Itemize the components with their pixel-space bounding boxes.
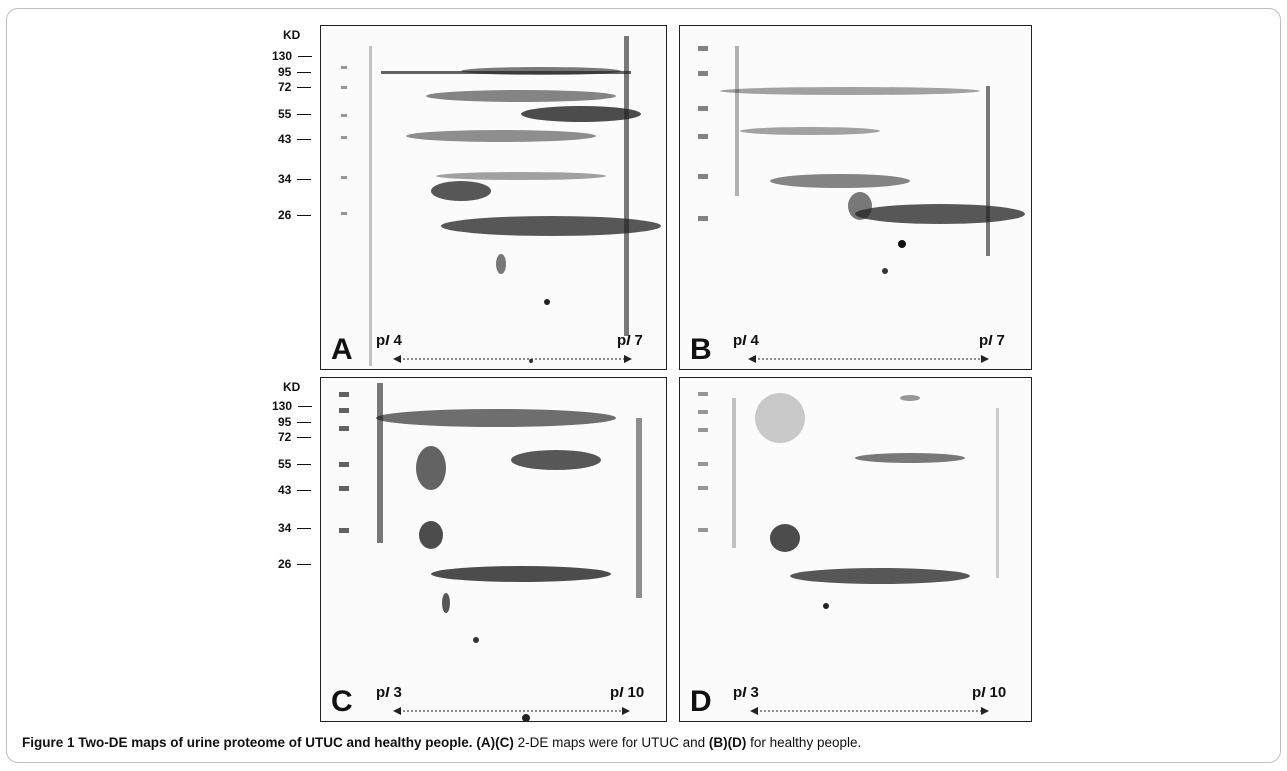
caption-label: Figure 1 bbox=[22, 735, 75, 750]
gel-panel-c: C pI 3 pI 10 bbox=[320, 377, 667, 722]
kd-tick: 26 bbox=[278, 208, 312, 222]
gel-image-a bbox=[341, 36, 661, 366]
pi-label-right: pI 7 bbox=[979, 332, 1005, 349]
kd-tick: 55 bbox=[278, 457, 312, 471]
gel-panel-b: B pI 4 pI 7 bbox=[679, 25, 1032, 370]
caption-ref: (A)(C) bbox=[476, 735, 514, 750]
kd-tick: 130 bbox=[272, 399, 313, 413]
kd-title: KD bbox=[283, 380, 301, 394]
kd-tick: 34 bbox=[278, 172, 312, 186]
kd-tick: 55 bbox=[278, 107, 312, 121]
gel-panel-d: D pI 3 pI 10 bbox=[679, 377, 1032, 722]
gel-image-b bbox=[698, 46, 1025, 363]
kd-tick: 72 bbox=[278, 430, 312, 444]
pi-label-left: pI 3 bbox=[376, 684, 402, 701]
pi-label-right: pI 10 bbox=[972, 684, 1007, 701]
kd-tick: 95 bbox=[278, 415, 312, 429]
gel-image-d bbox=[698, 392, 999, 715]
pi-label-left: pI 4 bbox=[733, 332, 759, 349]
caption-text: for healthy people. bbox=[750, 735, 862, 750]
pi-label-left: pI 3 bbox=[733, 684, 759, 701]
pi-label-left: pI 4 bbox=[376, 332, 402, 349]
kd-tick: 72 bbox=[278, 80, 312, 94]
figure-frame bbox=[6, 8, 1281, 763]
caption-title: Two-DE maps of urine proteome of UTUC an… bbox=[78, 735, 473, 750]
kd-title: KD bbox=[283, 28, 301, 42]
kd-tick: 95 bbox=[278, 65, 312, 79]
kd-tick: 130 bbox=[272, 49, 313, 63]
caption-ref: (B)(D) bbox=[708, 735, 747, 750]
panel-label: C bbox=[331, 685, 353, 718]
panel-label: A bbox=[331, 333, 353, 366]
kd-tick: 34 bbox=[278, 521, 312, 535]
kd-tick: 26 bbox=[278, 557, 312, 571]
kd-tick: 43 bbox=[278, 483, 312, 497]
gel-image-c bbox=[339, 383, 642, 721]
pi-label-right: pI 7 bbox=[617, 332, 643, 349]
caption-text: 2-DE maps were for UTUC and bbox=[517, 735, 706, 750]
figure-caption: Figure 1 Two-DE maps of urine proteome o… bbox=[22, 735, 861, 750]
pi-label-right: pI 10 bbox=[610, 684, 645, 701]
gel-panel-a: A pI 4 pI 7 bbox=[320, 25, 667, 370]
panel-label: D bbox=[690, 685, 712, 718]
panel-label: B bbox=[690, 333, 712, 366]
kd-tick: 43 bbox=[278, 132, 312, 146]
